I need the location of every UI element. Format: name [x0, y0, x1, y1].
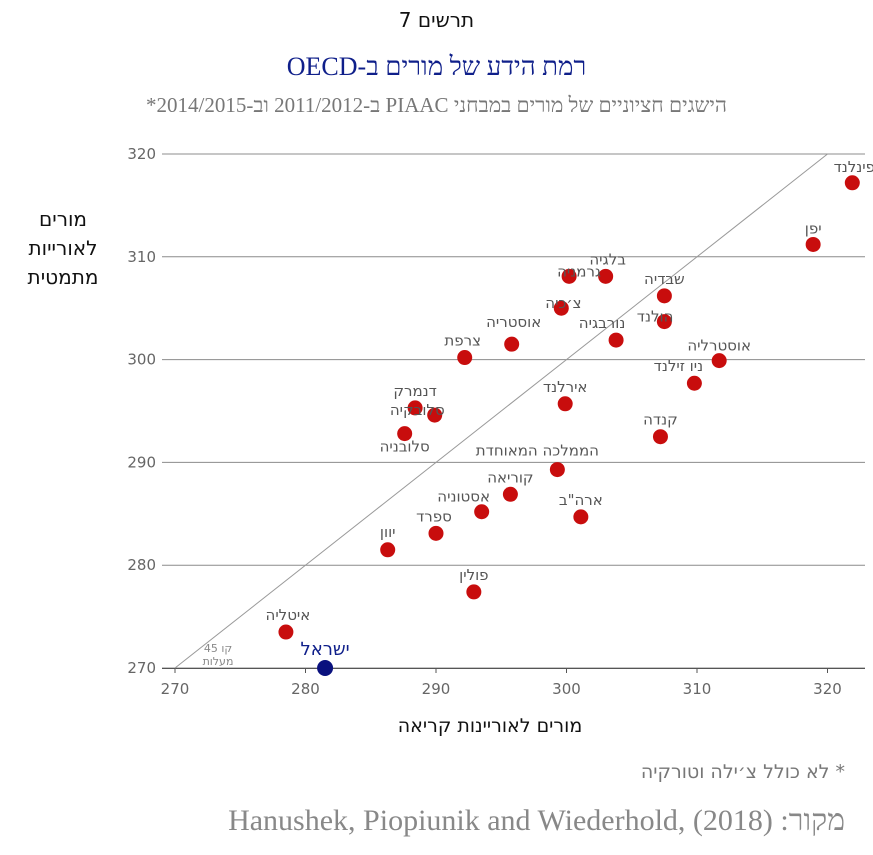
reference-line-label: קו 45 מעלות: [203, 642, 234, 668]
x-axis-label: מורים לאוריינות קריאה: [397, 715, 583, 737]
point-label: קוריאה: [487, 468, 533, 486]
y-tick-label: 270: [127, 659, 156, 677]
point-label: צרפת: [444, 332, 481, 350]
point-country: [427, 407, 443, 423]
reference-line-group: קו 45 מעלות: [174, 153, 828, 669]
x-tick-label: 300: [552, 680, 581, 698]
point-label: אסטוניה: [437, 488, 490, 506]
point-country: [502, 486, 518, 502]
point-country: [844, 175, 860, 191]
point-label: גרמניה: [557, 262, 601, 280]
point-label: קנדה: [643, 411, 678, 429]
point-label: הולנד: [637, 308, 674, 326]
point-label: ניו זילנד: [654, 357, 703, 375]
x-tick-label: 310: [683, 680, 712, 698]
point-label: דנמרק: [393, 382, 437, 400]
grid-lines: [162, 153, 865, 669]
point-label: ארה"ב: [559, 491, 603, 509]
source-note: מקור: Hanushek, Piopiunik and Wiederhold…: [228, 804, 845, 837]
point-country: [711, 353, 727, 369]
x-tick-label: 280: [291, 680, 320, 698]
point-country: [278, 624, 294, 640]
point-country: [549, 462, 565, 478]
point-label: אוסטרליה: [687, 337, 751, 355]
footnote: * לא כולל צ׳ילה וטורקיה: [640, 761, 845, 783]
point-label: הממלכה המאוחדת: [476, 442, 599, 460]
point-label: פינלנד: [834, 158, 873, 176]
point-label: פולין: [459, 566, 488, 584]
chart-title: רמת הידע של מורים ב-OECD: [286, 52, 587, 81]
y-tick-label: 300: [127, 351, 156, 369]
point-label: סלובניה: [380, 438, 430, 456]
point-country: [474, 504, 490, 520]
point-country: [573, 509, 589, 525]
point-country: [504, 336, 520, 352]
point-country: [686, 375, 702, 391]
y-tick-label: 280: [127, 556, 156, 574]
point-label: איטליה: [266, 606, 311, 624]
y-tick-label: 290: [127, 453, 156, 471]
x-tick-label: 320: [813, 680, 842, 698]
y-axis-label: מורים לאורייות מתמטית: [27, 207, 99, 289]
point-label: אוסטריה: [486, 313, 541, 331]
point-label: שבדיה: [644, 270, 685, 288]
axes: 270 280 290 300 310 320 270 280 290 300 310 320: [127, 145, 865, 698]
point-country: [553, 300, 569, 316]
point-country: [598, 268, 614, 284]
point-label: בלגיה: [589, 250, 626, 268]
point-label: צ׳כיה: [545, 294, 581, 312]
point-country: [557, 396, 573, 412]
point-label: ספרד: [416, 507, 452, 525]
point-country: [380, 542, 396, 558]
point-label: נורבגיה: [579, 314, 626, 332]
point-label: אירלנד: [543, 378, 588, 396]
point-highlight: [317, 660, 334, 676]
point-country: [561, 268, 577, 284]
point-country: [457, 350, 473, 366]
point-country: [608, 332, 624, 348]
point-label: סלובקיה: [390, 401, 445, 419]
point-country: [656, 288, 672, 304]
point-country: [428, 525, 444, 541]
reference-line-45: [174, 153, 828, 669]
x-tick-label: 290: [422, 680, 451, 698]
point-label: ישראל: [300, 639, 349, 660]
x-tick-label: 270: [161, 680, 190, 698]
y-tick-label: 320: [127, 145, 156, 163]
point-country: [652, 429, 668, 445]
point-label: יוון: [380, 523, 396, 541]
point-country: [656, 314, 672, 330]
point-country: [407, 400, 423, 416]
point-country: [397, 426, 413, 442]
figure-label: תרשים 7: [398, 8, 475, 32]
point-country: [466, 584, 482, 600]
point-country: [805, 236, 821, 252]
point-label: יפן: [805, 219, 822, 237]
y-tick-label: 310: [127, 248, 156, 266]
chart-subtitle: הישגים חציוניים של מורים במבחני PIAAC ב-…: [146, 93, 727, 117]
